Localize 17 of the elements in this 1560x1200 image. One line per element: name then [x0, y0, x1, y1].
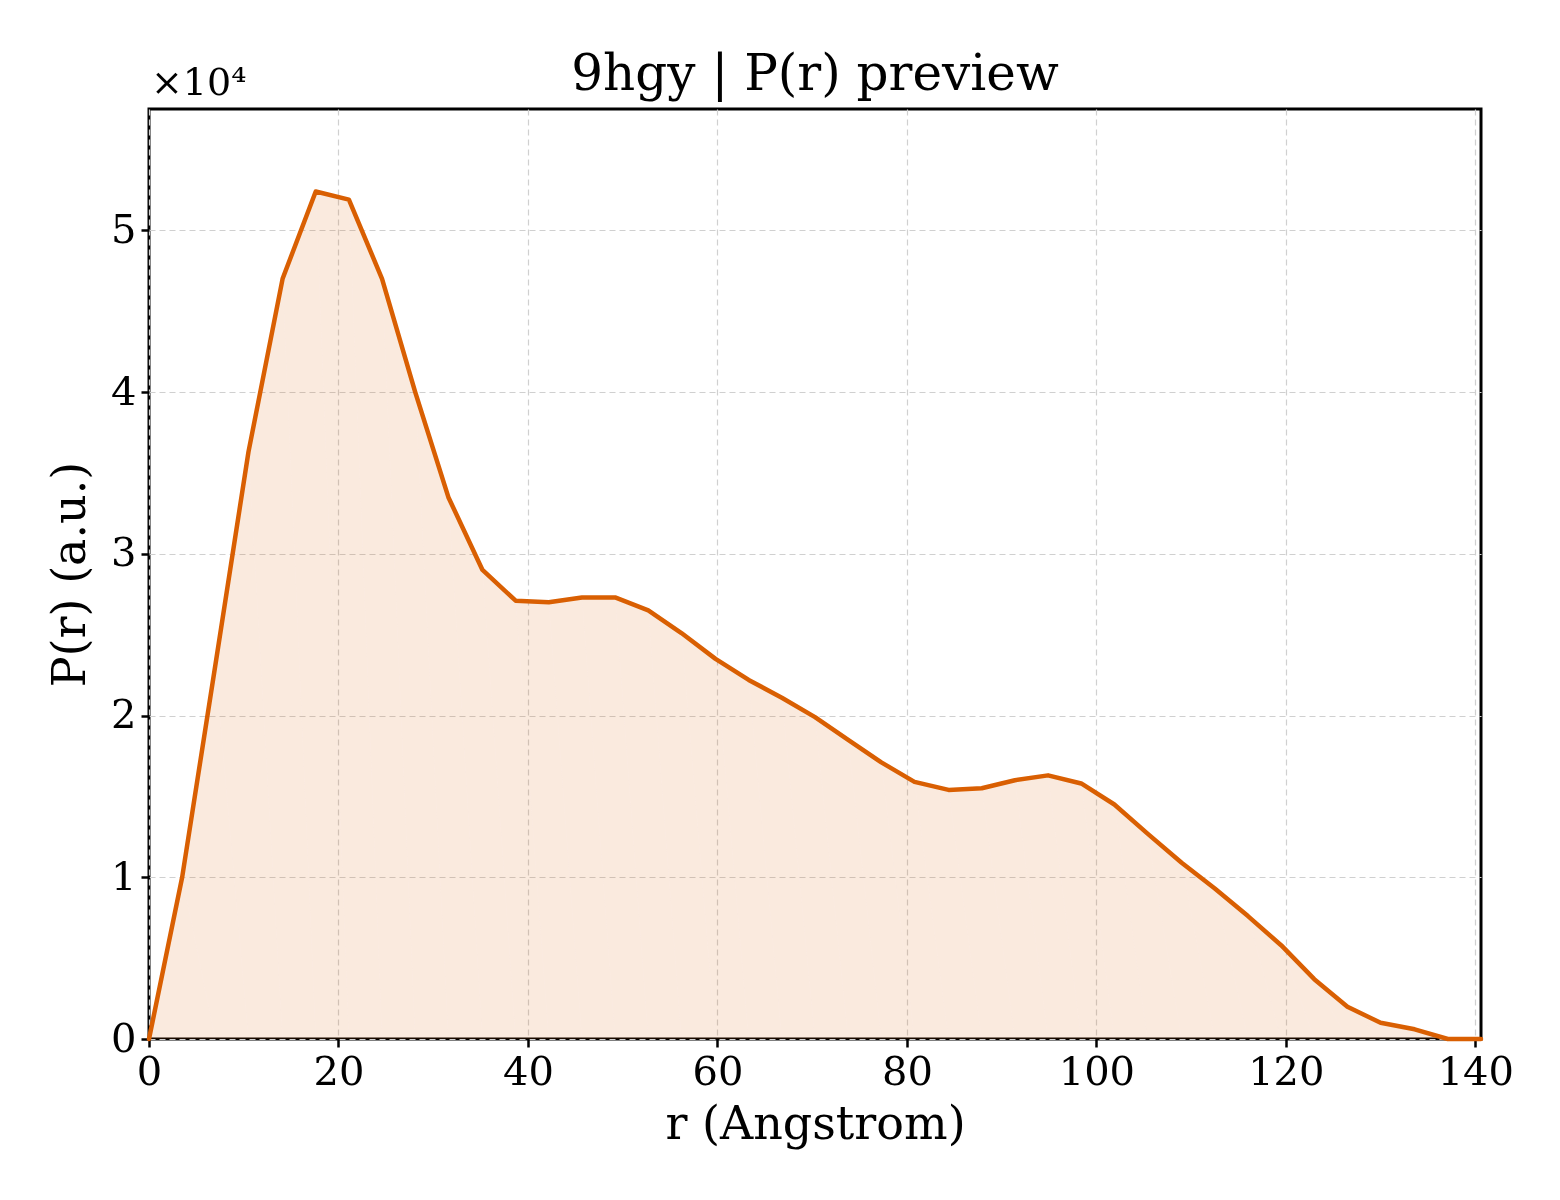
x-tick-label: 100	[1058, 1047, 1136, 1094]
x-axis-title: r (Angstrom)	[665, 1095, 966, 1150]
chart-title: 9hgy | P(r) preview	[571, 44, 1059, 102]
y-axis-title: P(r) (a.u.)	[42, 461, 97, 688]
y-tick-label: 1	[111, 852, 137, 899]
x-tick-label: 60	[692, 1047, 744, 1094]
x-tick-label: 80	[881, 1047, 933, 1094]
x-tick-label: 140	[1437, 1047, 1514, 1094]
x-tick-label: 20	[313, 1047, 365, 1094]
y-tick-label: 2	[111, 691, 137, 738]
y-tick-label: 3	[111, 529, 137, 576]
y-tick-label: 4	[111, 367, 137, 414]
x-tick-label: 40	[502, 1047, 554, 1094]
text: ×10⁴	[151, 60, 247, 104]
x-tick-label: 120	[1248, 1047, 1325, 1094]
y-tick-label: 0	[111, 1014, 137, 1061]
y-tick-label: 5	[111, 205, 137, 252]
